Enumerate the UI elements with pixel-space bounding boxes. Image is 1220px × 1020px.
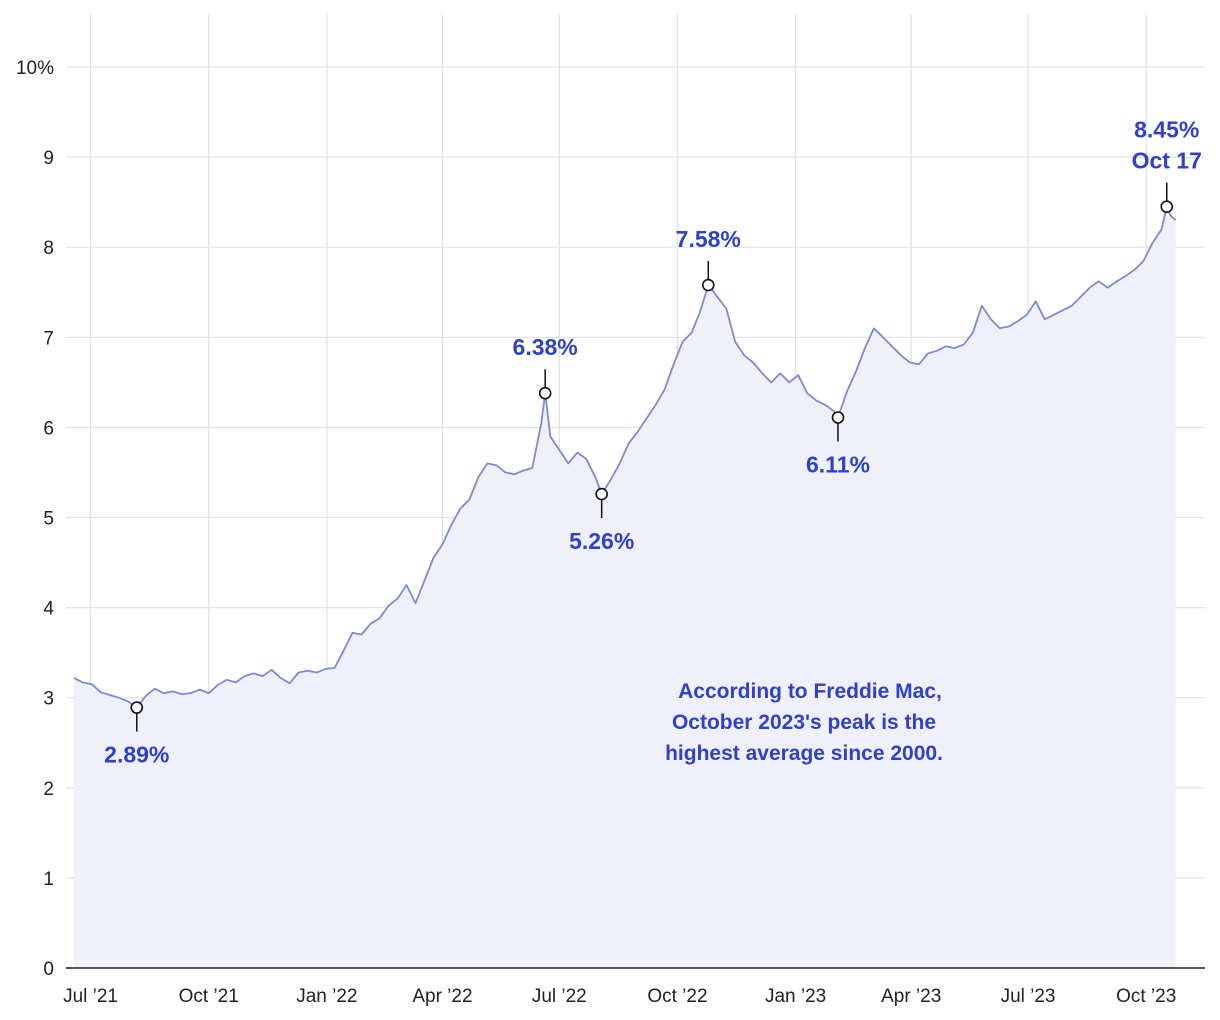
- x-tick-label: Jul ’23: [1001, 986, 1056, 1007]
- y-tick-label: 8: [43, 238, 54, 259]
- x-tick-label: Oct ’23: [1116, 986, 1176, 1007]
- y-tick-label: 0: [43, 959, 54, 980]
- x-tick-label: Apr ’22: [412, 986, 472, 1007]
- note-line-3: highest average since 2000.: [665, 742, 943, 765]
- y-tick-label: 9: [43, 148, 54, 169]
- annotation-marker: [1160, 200, 1174, 213]
- data-label: 8.45%: [1134, 117, 1199, 143]
- annotation-marker: [831, 411, 845, 424]
- annotation-marker: [538, 386, 552, 400]
- y-tick-label: 4: [43, 599, 54, 620]
- data-label: 7.58%: [676, 226, 741, 252]
- annotation-marker: [701, 278, 715, 292]
- data-label: 2.89%: [104, 742, 169, 768]
- x-tick-label: Oct ’22: [647, 986, 707, 1007]
- annotation: 7.58%: [676, 226, 741, 292]
- y-tick-label: 10%: [16, 58, 54, 79]
- y-tick-label: 3: [43, 689, 54, 710]
- annotation: 6.38%: [513, 334, 578, 400]
- x-tick-label: Jan ’22: [296, 986, 357, 1007]
- y-tick-label: 5: [43, 509, 54, 530]
- annotation: 2.89%: [104, 701, 169, 768]
- x-tick-label: Oct ’21: [179, 986, 239, 1007]
- annotation: 8.45% Oct 17: [1132, 117, 1202, 213]
- series-line: [73, 205, 1177, 709]
- area-layer: [73, 205, 1177, 968]
- y-tick-label: 1: [43, 869, 54, 890]
- series-area: [73, 206, 1176, 968]
- annotation: 5.26%: [569, 487, 634, 554]
- annotation-marker: [130, 701, 144, 714]
- x-tick-label: Apr ’23: [881, 986, 941, 1007]
- annotation: 6.11%: [806, 411, 870, 477]
- x-tick-label: Jul ’21: [63, 986, 118, 1007]
- data-label: 5.26%: [569, 528, 634, 554]
- y-tick-label: 6: [43, 418, 54, 439]
- x-tick-label: Jan ’23: [765, 986, 826, 1007]
- data-label: Oct 17: [1132, 148, 1202, 174]
- axis-layer: 0 1 2 3 4 5 6 7 8 9 10% Jul ’21 Oct ’21 Jan ’22 Apr ’2…: [16, 58, 1205, 1007]
- data-label: 6.38%: [513, 334, 578, 360]
- note-layer: According to Freddie Mac, October 2023's…: [665, 680, 943, 765]
- y-tick-label: 7: [43, 328, 54, 349]
- note-line-2: October 2023's peak is the: [672, 711, 936, 734]
- x-tick-label: Jul ’22: [532, 986, 587, 1007]
- y-tick-label: 2: [43, 779, 54, 800]
- annotation-marker: [595, 487, 608, 501]
- annotation-layer: 2.89% 6.38% 5.26% 7.58% 6.11% 8.45% Oct 17: [104, 117, 1202, 768]
- note-line-1: According to Freddie Mac,: [678, 680, 942, 703]
- data-label: 6.11%: [806, 451, 870, 477]
